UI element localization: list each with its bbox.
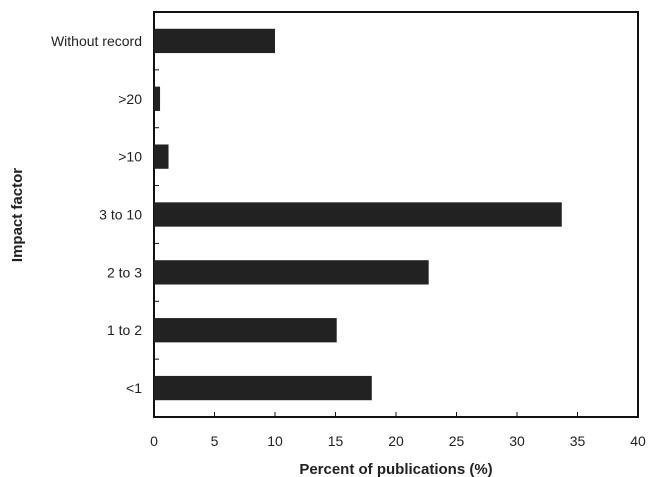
bar-2-to-3 (154, 260, 429, 285)
y-tick-label: 2 to 3 (107, 264, 142, 280)
y-tick-label: >10 (118, 149, 142, 165)
bar-10 (154, 144, 169, 169)
x-tick-label: 40 (630, 433, 646, 449)
bar-3-to-10 (154, 202, 562, 227)
y-tick-label: <1 (126, 380, 142, 396)
y-axis-ticks: Without record >20 >10 3 to 10 2 to 3 1 to 2 <… (51, 33, 159, 396)
x-tick-label: 0 (150, 433, 158, 449)
bar-1 (154, 375, 372, 401)
y-tick-label: 1 to 2 (107, 322, 142, 338)
y-axis-title: Impact factor (9, 168, 26, 262)
x-tick-label: 30 (509, 433, 525, 449)
bar-without-record (154, 28, 275, 54)
x-tick-label: 15 (328, 433, 344, 449)
x-tick-label: 10 (267, 433, 283, 449)
x-tick-label: 35 (570, 433, 586, 449)
bar-1-to-2 (154, 318, 337, 343)
x-tick-label: 20 (388, 433, 404, 449)
x-axis-ticks: 0 5 10 15 20 25 30 35 40 (150, 412, 646, 449)
x-tick-label: 5 (211, 433, 219, 449)
y-tick-label: Without record (51, 33, 142, 49)
y-tick-label: >20 (118, 91, 142, 107)
bars (154, 28, 562, 401)
x-axis-title: Percent of publications (%) (299, 461, 492, 477)
bar-20 (154, 86, 161, 111)
x-tick-label: 25 (449, 433, 465, 449)
y-tick-label: 3 to 10 (99, 207, 142, 223)
